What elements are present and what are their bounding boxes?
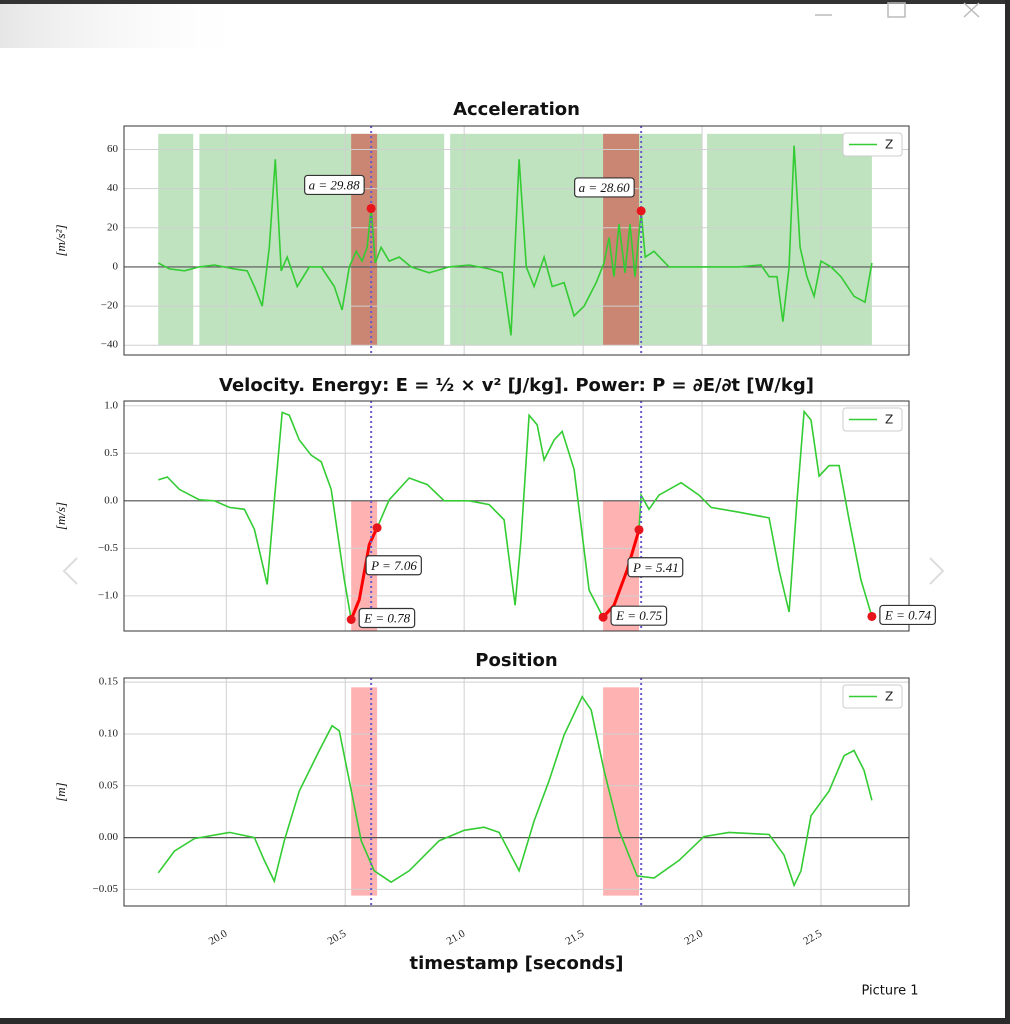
y-tick-label: 1.0: [104, 399, 118, 411]
point: [867, 611, 877, 621]
y-tick-label: 0.10: [99, 727, 119, 739]
y-tick-label: 0.5: [104, 447, 118, 459]
label-box: [365, 555, 422, 576]
point-label: E = 0.75: [615, 608, 662, 623]
highlight-line: [349, 527, 379, 621]
point: [634, 525, 644, 535]
y-tick-label: 0.05: [99, 779, 119, 791]
highlight-line: [601, 529, 641, 619]
maximize-button[interactable]: [887, 2, 906, 18]
y-axis-label: [m]: [53, 782, 68, 802]
y-tick-label: 40: [107, 182, 119, 194]
shadow: [0, 4, 260, 48]
close-button[interactable]: [963, 2, 980, 18]
next-arrow[interactable]: [929, 557, 945, 585]
span: [351, 687, 378, 896]
plot-area: [124, 678, 909, 906]
right-edge: [1005, 0, 1010, 1024]
span: [199, 133, 445, 346]
axes-frame: [123, 677, 910, 907]
y-axis-label: [m/s]: [53, 502, 68, 530]
data-line: [158, 409, 873, 623]
y-tick-label: −20: [101, 300, 119, 312]
label-box: [610, 605, 668, 626]
point: [598, 612, 608, 622]
y-tick-label: −1.0: [98, 589, 118, 601]
point: [366, 203, 376, 213]
span: [603, 687, 640, 896]
data-line: [157, 145, 873, 336]
y-tick-label: −0.05: [93, 883, 119, 895]
point: [636, 206, 646, 216]
label-box: [627, 557, 684, 578]
chart-title: Position: [475, 650, 557, 671]
point: [372, 523, 382, 533]
point-label: E = 0.78: [363, 610, 410, 625]
y-tick-label: 60: [107, 143, 119, 155]
data-line: [157, 695, 873, 888]
x-axis-label: timestamp [seconds]: [410, 953, 624, 974]
legend-label: Z: [885, 138, 893, 152]
y-tick-label: 0: [113, 260, 119, 272]
legend-label: Z: [885, 690, 893, 704]
y-tick-label: −0.5: [98, 542, 118, 554]
y-axis-label: [m/s²]: [53, 224, 68, 256]
chart-title: Velocity. Energy: E = ½ × v² [J/kg]. Pow…: [219, 375, 814, 396]
label-box: [879, 604, 936, 626]
label-box: [574, 177, 635, 198]
y-tick-label: 0.15: [99, 676, 119, 688]
top-bar: [0, 0, 1010, 4]
plot-area: [124, 126, 909, 355]
bottom-edge: [0, 1018, 1010, 1024]
label-box: [358, 607, 416, 629]
point-label: a = 28.60: [579, 180, 631, 195]
legend-label: Z: [885, 413, 893, 427]
axes-frame: [123, 125, 910, 356]
chart-title: Acceleration: [453, 99, 580, 120]
y-tick-label: 20: [107, 221, 119, 233]
caption: Picture 1: [861, 984, 918, 999]
point: [346, 615, 356, 624]
y-tick-label: 0.0: [104, 494, 118, 506]
span: [158, 133, 194, 346]
y-tick-label: −40: [101, 339, 119, 351]
prev-arrow[interactable]: [62, 557, 78, 585]
point-label: P = 7.06: [370, 558, 417, 573]
point-label: E = 0.74: [884, 607, 931, 622]
label-box: [304, 174, 365, 196]
axes-frame: [123, 400, 910, 632]
point-label: P = 5.41: [632, 560, 679, 575]
span: [450, 133, 703, 346]
point-label: a = 29.88: [309, 177, 361, 192]
y-tick-label: 0.00: [99, 831, 119, 843]
